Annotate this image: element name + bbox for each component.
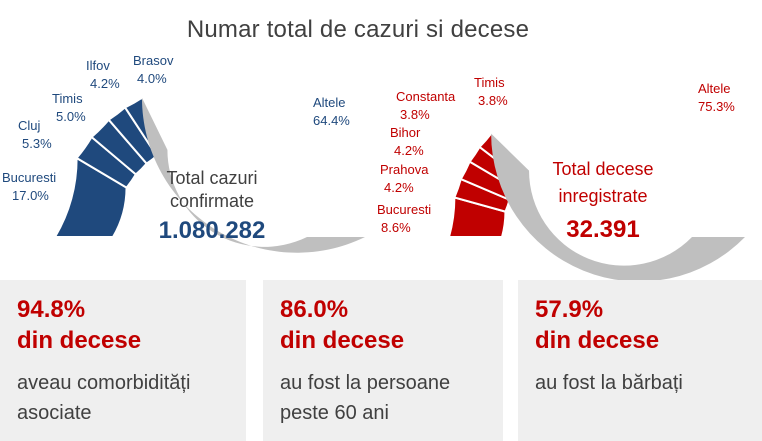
stat-description: aveau comorbidități asociate xyxy=(17,372,191,424)
stat-subtitle: din decese xyxy=(535,327,660,354)
slice-value-label: 3.8% xyxy=(478,93,508,108)
slice-value-label: 4.2% xyxy=(90,76,120,91)
total-value: 1.080.282 xyxy=(159,217,266,244)
slice-label: Ilfov xyxy=(86,58,110,73)
slice-value-label: 17.0% xyxy=(12,188,49,203)
slice-value-label: 4.0% xyxy=(137,71,167,86)
center-label-line2: confirmate xyxy=(170,191,254,211)
slice-value-label: 4.2% xyxy=(384,180,414,195)
slice-label: Bucuresti xyxy=(377,202,431,217)
slice-label: Cluj xyxy=(18,118,41,133)
center-label-line1: Total cazuri xyxy=(166,168,257,188)
stat-subtitle: din decese xyxy=(280,327,405,354)
stat-value: 57.9% xyxy=(535,296,604,323)
stat-card-men: 57.9% din decese au fost la bărbați xyxy=(518,280,762,441)
deaths-semi-donut-chart: Bucuresti 8.6% Prahova 4.2% Bihor 4.2% Constan… xyxy=(377,75,745,282)
slice-value-label: 5.3% xyxy=(22,136,52,151)
slice-label: Constanta xyxy=(396,89,456,104)
slice-label: Timis xyxy=(474,75,505,90)
slice-label: Altele xyxy=(313,95,346,110)
slice-value-label: 3.8% xyxy=(400,107,430,122)
slice-altele xyxy=(141,97,365,253)
stat-subtitle: din decese xyxy=(17,327,142,354)
slice-label: Bihor xyxy=(390,125,421,140)
center-label-line2: inregistrate xyxy=(558,186,647,206)
stat-value: 94.8% xyxy=(17,296,86,323)
slice-value-label: 75.3% xyxy=(698,99,735,114)
slice-label: Brasov xyxy=(133,53,174,68)
slice-altele xyxy=(491,133,745,282)
center-label-line1: Total decese xyxy=(552,159,653,179)
stat-description: au fost la persoane peste 60 ani xyxy=(280,372,451,424)
cases-semi-donut-chart: Bucuresti 17.0% Cluj 5.3% Timis 5.0% Ilfov 4.2%… xyxy=(2,53,365,253)
stat-card-comorbidities: 94.8% din decese aveau comorbidități aso… xyxy=(0,280,246,441)
chart-title: Numar total de cazuri si decese xyxy=(186,16,530,43)
slice-label: Bucuresti xyxy=(2,170,56,185)
stat-card-age: 86.0% din decese au fost la persoane pes… xyxy=(263,280,503,441)
slice-label: Timis xyxy=(52,91,83,106)
slice-value-label: 4.2% xyxy=(394,143,424,158)
slice-value-label: 8.6% xyxy=(381,220,411,235)
total-value: 32.391 xyxy=(566,216,639,243)
slice-label: Prahova xyxy=(380,162,429,177)
stat-description: au fost la bărbați xyxy=(535,372,683,394)
stat-value: 86.0% xyxy=(280,296,349,323)
slice-value-label: 64.4% xyxy=(313,113,350,128)
slice-label: Altele xyxy=(698,81,731,96)
slice-value-label: 5.0% xyxy=(56,109,86,124)
